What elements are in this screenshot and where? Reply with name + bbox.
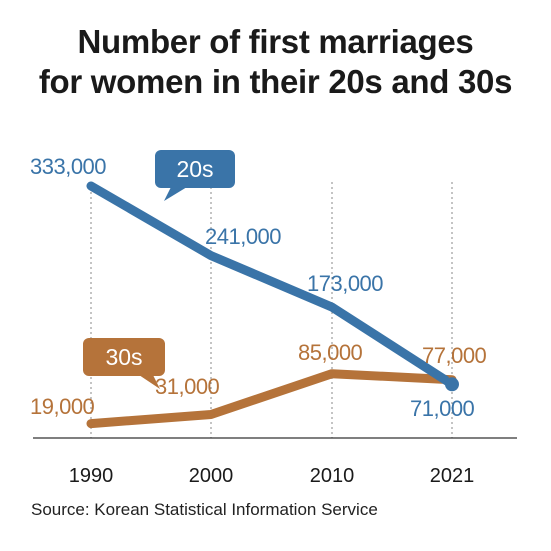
legend-bubble-20s [155,150,235,188]
chart-title: Number of first marriages for women in t… [0,22,551,102]
data-label-30s-2000: 31,000 [155,374,220,399]
legend-label-30s: 30s [105,344,142,370]
legend-bubble-tail-20s [164,187,187,201]
x-tick-label-2021: 2021 [430,465,475,487]
point-20s-1990 [87,182,95,190]
point-20s-2000 [207,251,215,260]
legend-bubble-30s [83,338,165,376]
legend-bubble-tail-30s [139,375,160,389]
data-label-30s-1990: 19,000 [30,394,95,419]
data-label-20s-1990: 333,000 [30,154,106,179]
x-tick-label-2000: 2000 [189,465,234,487]
series-line-20s [86,181,457,389]
data-label-20s-2000: 241,000 [205,224,281,249]
data-label-30s-2010: 85,000 [298,340,363,365]
point-20s-2010 [328,303,336,312]
point-30s-1990 [87,419,95,428]
legend-label-20s: 20s [176,156,213,182]
data-label-20s-2010: 173,000 [307,271,383,296]
x-tick-label-1990: 1990 [69,465,114,487]
data-label-20s-2021: 71,000 [410,396,475,421]
chart-title-line-1: Number of first marriages [77,23,474,60]
point-30s-2010 [328,369,336,378]
series-line-30s [86,369,457,429]
source-note: Source: Korean Statistical Information S… [31,500,378,519]
data-label-30s-2021: 77,000 [422,343,487,368]
chart-title-line-2: for women in their 20s and 30s [38,63,513,100]
end-marker-2021 [445,377,459,392]
x-tick-label-2010: 2010 [310,465,355,487]
point-30s-2000 [207,410,215,419]
